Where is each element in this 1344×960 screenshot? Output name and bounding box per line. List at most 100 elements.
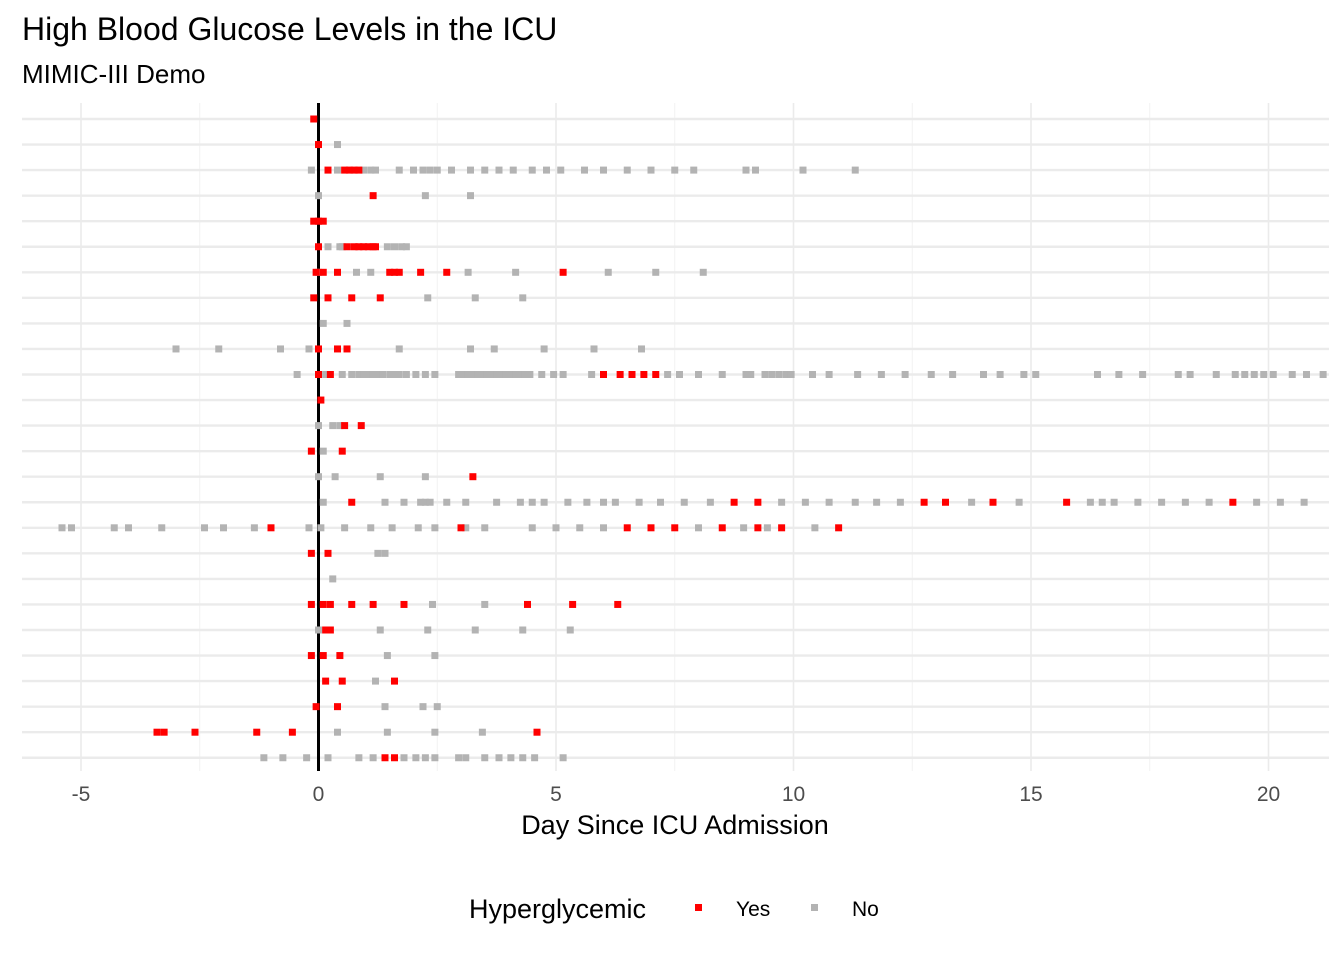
point-yes: [312, 268, 320, 276]
point-no: [507, 371, 515, 378]
point-no: [379, 371, 387, 378]
point-no: [334, 728, 341, 736]
point-no: [355, 371, 363, 378]
point-no: [680, 498, 688, 506]
point-no: [421, 754, 429, 762]
point-no: [462, 754, 470, 762]
point-no: [381, 703, 389, 711]
point-yes: [1063, 498, 1071, 506]
point-no: [763, 524, 771, 532]
point-yes: [307, 549, 315, 557]
point-no: [334, 166, 341, 174]
point-no: [374, 549, 382, 557]
point-no: [1231, 371, 1239, 378]
point-no: [718, 371, 726, 378]
point-yes: [647, 524, 655, 532]
point-no: [367, 524, 375, 532]
point-yes: [341, 422, 349, 430]
point-yes: [334, 345, 341, 353]
point-yes: [942, 498, 949, 506]
point-yes: [920, 498, 928, 506]
point-no: [462, 524, 470, 532]
point-no: [431, 652, 439, 660]
point-yes: [312, 703, 320, 711]
point-no: [307, 166, 315, 174]
point-no: [638, 345, 645, 353]
point-yes: [350, 243, 358, 251]
point-yes: [319, 268, 327, 276]
point-no: [652, 268, 660, 276]
point-no: [768, 371, 776, 378]
point-no: [319, 319, 327, 327]
point-no: [419, 166, 427, 174]
point-no: [324, 243, 332, 251]
point-no: [493, 498, 501, 506]
point-no: [1212, 371, 1220, 378]
point-no: [455, 754, 463, 762]
point-no: [699, 268, 707, 276]
point-no: [481, 600, 489, 608]
point-no: [1098, 498, 1106, 506]
point-yes: [355, 243, 363, 251]
point-no: [338, 243, 346, 251]
point-no: [172, 345, 180, 353]
point-no: [426, 166, 434, 174]
x-axis-tick-labels: -5 0 5 10 15 20: [72, 783, 1281, 806]
point-yes: [315, 217, 322, 225]
point-yes: [343, 243, 351, 251]
point-no: [324, 754, 332, 762]
point-yes: [338, 447, 346, 455]
point-no: [825, 371, 833, 378]
point-no: [495, 754, 503, 762]
point-no: [431, 728, 439, 736]
point-no: [996, 371, 1004, 378]
point-no: [338, 371, 346, 378]
point-no: [410, 166, 417, 174]
point-no: [414, 524, 422, 532]
point-no: [412, 754, 420, 762]
point-yes: [372, 243, 379, 251]
point-no: [623, 166, 631, 174]
point-no: [58, 524, 66, 532]
point-no: [400, 498, 408, 506]
point-no: [471, 626, 479, 634]
point-yes: [457, 524, 465, 532]
point-yes: [348, 498, 356, 506]
point-no: [343, 319, 351, 327]
point-no: [481, 524, 489, 532]
point-yes: [348, 294, 356, 302]
point-no: [927, 371, 935, 378]
point-no: [543, 166, 550, 174]
point-no: [557, 166, 565, 174]
point-no: [742, 371, 750, 378]
point-no: [464, 268, 472, 276]
point-no: [421, 371, 429, 378]
point-yes: [989, 498, 997, 506]
point-no: [559, 754, 567, 762]
point-yes: [310, 217, 318, 225]
yes-hyperglycemic-points: [153, 115, 1237, 762]
point-no: [502, 371, 510, 378]
point-no: [1303, 371, 1310, 378]
point-yes: [307, 447, 315, 455]
point-yes: [324, 166, 332, 174]
point-no: [752, 166, 759, 174]
point-yes: [336, 652, 344, 660]
point-no: [1174, 371, 1182, 378]
point-yes: [391, 754, 398, 762]
point-no: [398, 243, 406, 251]
point-no: [497, 371, 505, 378]
point-no: [467, 192, 474, 200]
point-yes: [319, 600, 327, 608]
point-no: [778, 498, 786, 506]
point-no: [369, 754, 377, 762]
point-yes: [778, 524, 786, 532]
point-no: [467, 166, 474, 174]
point-no: [495, 166, 503, 174]
point-no: [600, 498, 607, 506]
legend: Hyperglycemic Yes No: [469, 894, 879, 924]
point-no: [657, 498, 664, 506]
point-no: [1253, 498, 1261, 506]
point-no: [877, 371, 885, 378]
point-no: [1020, 371, 1028, 378]
